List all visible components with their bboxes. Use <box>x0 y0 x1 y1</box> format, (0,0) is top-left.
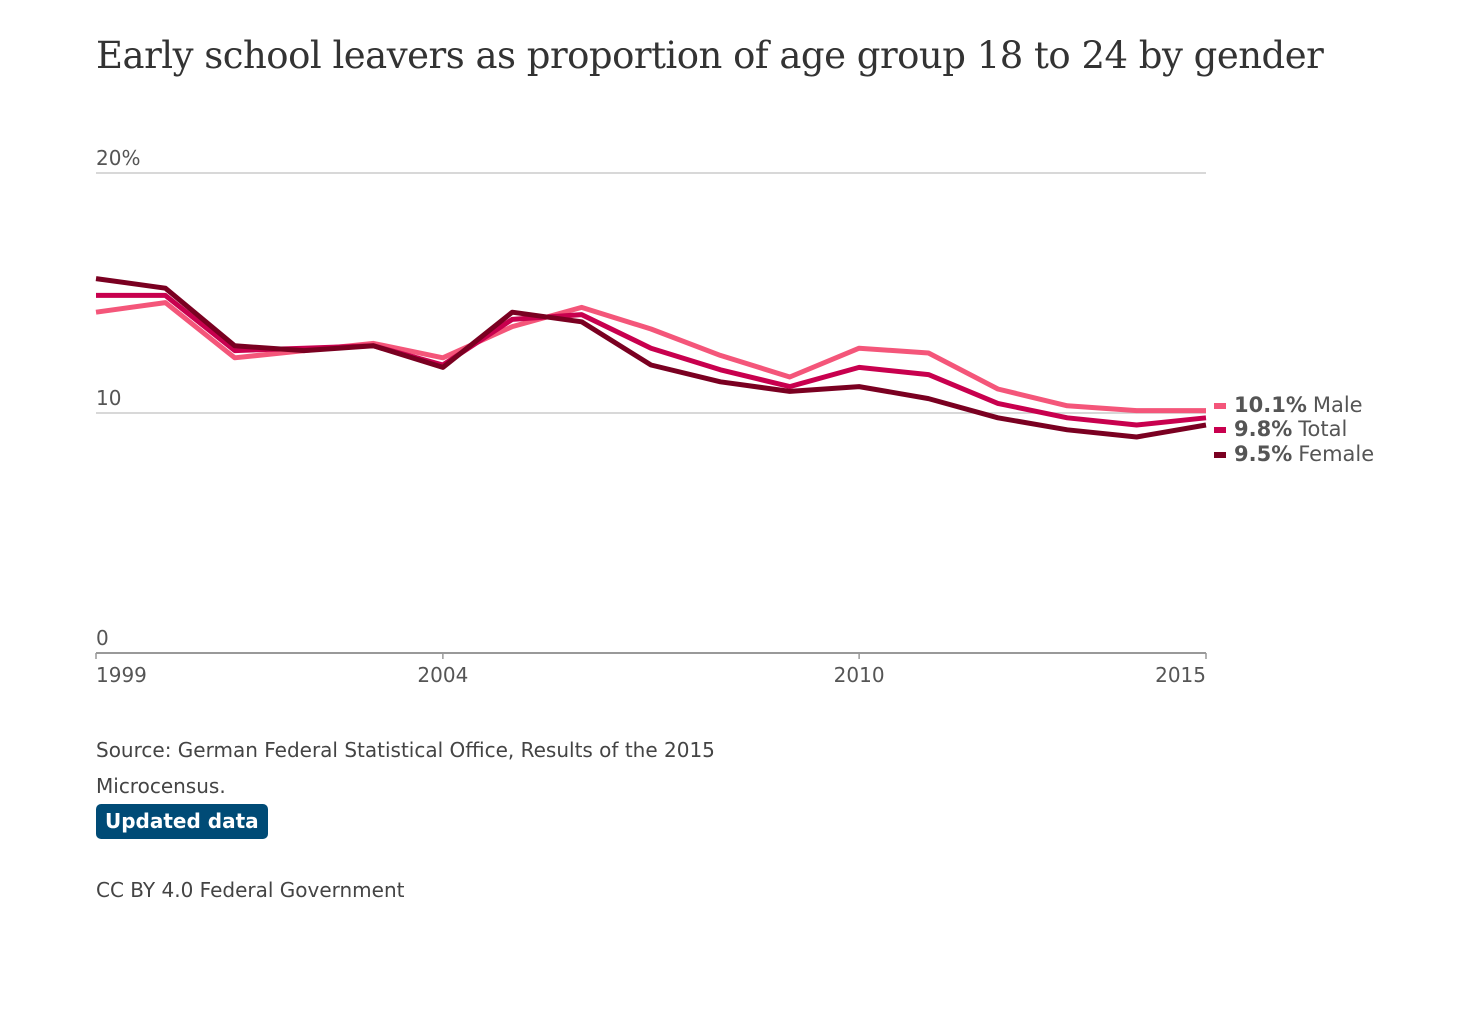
legend-value-female: 9.5% <box>1234 442 1292 466</box>
y-tick-label: 20% <box>96 146 140 170</box>
updated-data-button[interactable]: Updated data <box>96 804 268 839</box>
x-tick-label: 2004 <box>417 663 468 687</box>
y-tick-label: 10 <box>96 386 121 410</box>
legend-value-total: 9.8% <box>1234 417 1292 441</box>
y-tick-label: 0 <box>96 626 109 650</box>
legend-name-total: Total <box>1297 417 1347 441</box>
legend-swatch-female <box>1214 452 1226 458</box>
source-note: Source: German Federal Statistical Offic… <box>96 738 715 798</box>
license-note: CC BY 4.0 Federal Government <box>96 878 405 902</box>
chart-title: Early school leavers as proportion of ag… <box>96 34 1324 77</box>
series-line-male <box>95 300 1206 414</box>
x-tick-label: 2015 <box>1155 663 1206 687</box>
line-chart: 20% 10 0 1999 2004 2010 2015 10.1% Male 9.8% Total… <box>95 146 1374 687</box>
legend-name-male: Male <box>1313 393 1363 417</box>
x-tick-label: 2010 <box>834 663 885 687</box>
legend-name-female: Female <box>1298 442 1374 466</box>
x-tick-label: 1999 <box>96 663 147 687</box>
legend-value-male: 10.1% <box>1234 393 1307 417</box>
legend-swatch-total <box>1214 427 1226 433</box>
legend-swatch-male <box>1214 403 1226 409</box>
series-line-female <box>95 276 1207 440</box>
series-line-total <box>96 292 1207 428</box>
